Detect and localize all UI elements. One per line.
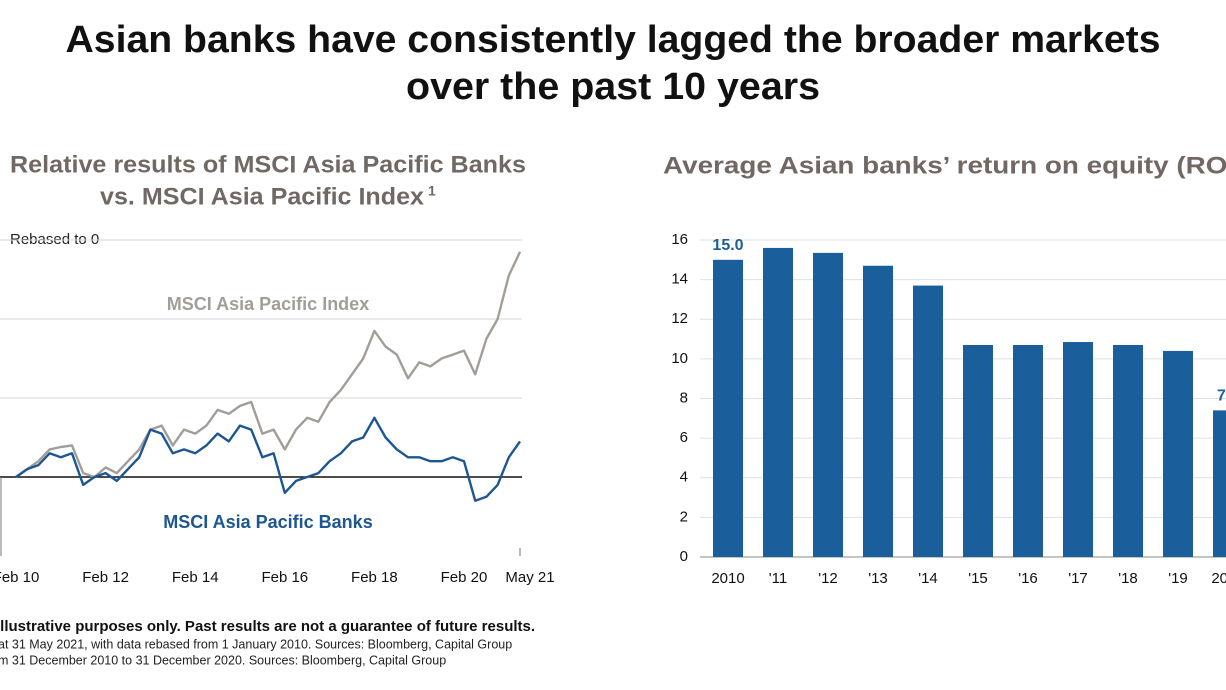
y-tick-label: 14 xyxy=(671,271,688,288)
x-tick-label: 2010 xyxy=(711,570,744,587)
bar xyxy=(863,265,893,557)
x-tick-label: '18 xyxy=(1118,570,1138,587)
y-tick-label: 16 xyxy=(671,231,688,248)
series-label: MSCI Asia Pacific Index xyxy=(167,294,369,314)
x-tick-label: '15 xyxy=(968,570,988,587)
footnote: m 31 December 2010 to 31 December 2020. … xyxy=(0,653,446,667)
bar xyxy=(813,252,843,558)
y-axis-label: Rebased to 0 xyxy=(10,231,99,248)
y-tick-label: 12 xyxy=(671,310,688,327)
x-tick-label: Feb 14 xyxy=(172,569,219,586)
chart-title: vs. MSCI Asia Pacific Index xyxy=(100,183,425,210)
y-tick-label: 8 xyxy=(680,389,688,406)
x-tick-label: '11 xyxy=(769,570,787,587)
bar xyxy=(1213,410,1226,557)
x-tick-label: Feb 10 xyxy=(0,569,39,586)
x-tick-label: Feb 20 xyxy=(441,569,488,586)
bar xyxy=(913,285,943,557)
y-tick-label: 2 xyxy=(680,508,688,525)
x-tick-label: Feb 18 xyxy=(351,569,398,586)
chart-title: Relative results of MSCI Asia Pacific Ba… xyxy=(10,151,526,178)
x-tick-label: '13 xyxy=(868,570,888,587)
bar xyxy=(1113,345,1143,557)
x-tick-label: '12 xyxy=(818,570,838,587)
bar xyxy=(963,345,993,557)
y-tick-label: 4 xyxy=(680,469,688,486)
bar xyxy=(763,247,793,558)
y-tick-label: 6 xyxy=(680,429,688,446)
footnote: illustrative purposes only. Past results… xyxy=(0,618,535,635)
bar xyxy=(1063,342,1093,557)
x-tick-label: 2020 xyxy=(1211,570,1226,587)
x-tick-label: '17 xyxy=(1068,570,1088,587)
footnote-marker: 1 xyxy=(428,183,436,199)
series-line xyxy=(15,251,522,479)
x-tick-label: Feb 16 xyxy=(261,569,308,586)
series-line xyxy=(15,416,521,502)
bar xyxy=(1013,345,1043,557)
x-tick-label: '19 xyxy=(1168,570,1188,587)
chart-title: Average Asian banks’ return on equity (R… xyxy=(663,152,1226,179)
y-tick-label: 10 xyxy=(671,350,688,367)
x-tick-label: '16 xyxy=(1018,570,1038,587)
footnote: at 31 May 2021, with data rebased from 1… xyxy=(0,637,512,651)
data-label: 7.4 xyxy=(1217,388,1226,405)
slide-title: Asian banks have consistently lagged the… xyxy=(66,19,1161,61)
series-label: MSCI Asia Pacific Banks xyxy=(163,512,372,532)
y-tick-label: 0 xyxy=(680,548,688,565)
data-label: 15.0 xyxy=(712,237,743,254)
slide-title: over the past 10 years xyxy=(406,66,820,108)
x-tick-label: Feb 12 xyxy=(82,569,129,586)
bar xyxy=(1163,350,1193,557)
x-tick-label: '14 xyxy=(918,570,938,587)
bar xyxy=(713,259,743,557)
x-tick-label: May 21 xyxy=(505,569,554,586)
